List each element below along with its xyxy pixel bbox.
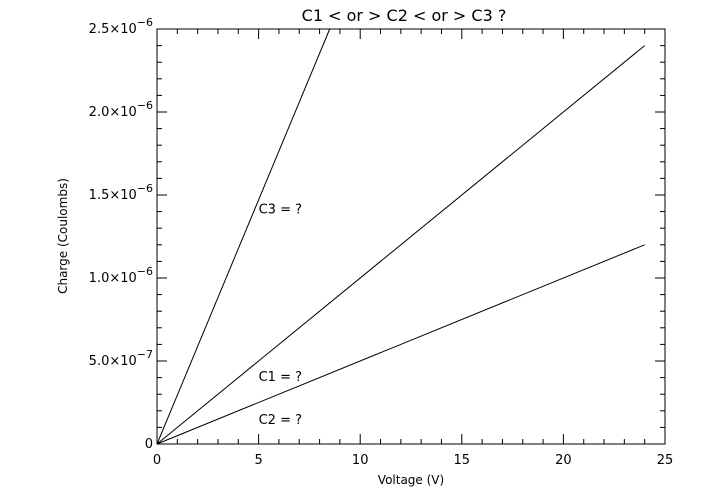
chart-title: C1 < or > C2 < or > C3 ?	[302, 6, 507, 25]
x-tick-label: 20	[555, 453, 572, 468]
x-tick-label: 0	[153, 453, 161, 468]
y-tick-label: 2.5×10−6	[89, 16, 153, 37]
y-tick-mantissa: 1.0×10	[89, 271, 137, 286]
x-tick-label: 15	[454, 453, 471, 468]
annotation-layer: C3 = ? C1 = ? C2 = ?	[259, 202, 302, 428]
ticks-layer: 0 5 10 15 20 2505.0×10−71.0×10−61.5×10−62.0×1…	[89, 16, 674, 468]
y-tick-label: 0	[145, 437, 153, 452]
x-tick-label: 10	[352, 453, 369, 468]
annotation-label: C3 = ?	[259, 202, 302, 217]
y-tick-exponent: −6	[137, 99, 153, 112]
y-tick-label: 1.0×10−6	[89, 265, 153, 286]
series-line-2	[156, 45, 645, 445]
y-tick-exponent: −7	[137, 348, 153, 361]
series-line-1	[156, 28, 331, 445]
y-axis-label: Charge (Coulombs)	[56, 178, 70, 294]
annotation-label: C1 = ?	[259, 370, 302, 385]
plot-frame	[156, 28, 666, 445]
y-tick-label: 1.5×10−6	[89, 182, 153, 203]
y-tick-label: 5.0×10−7	[89, 348, 153, 369]
y-tick-mantissa: 2.0×10	[89, 105, 137, 120]
y-tick-label: 2.0×10−6	[89, 99, 153, 120]
y-tick-mantissa: 0	[145, 437, 153, 452]
y-tick-mantissa: 1.5×10	[89, 188, 137, 203]
x-tick-label: 25	[657, 453, 674, 468]
y-tick-mantissa: 5.0×10	[89, 354, 137, 369]
series-layer	[156, 28, 645, 445]
y-tick-exponent: −6	[137, 265, 153, 278]
x-tick-label: 5	[254, 453, 262, 468]
series-line-3	[156, 244, 645, 445]
x-axis-label: Voltage (V)	[378, 473, 444, 487]
y-tick-exponent: −6	[137, 182, 153, 195]
y-tick-mantissa: 2.5×10	[89, 22, 137, 37]
y-tick-exponent: −6	[137, 16, 153, 29]
annotation-label: C2 = ?	[259, 413, 302, 428]
